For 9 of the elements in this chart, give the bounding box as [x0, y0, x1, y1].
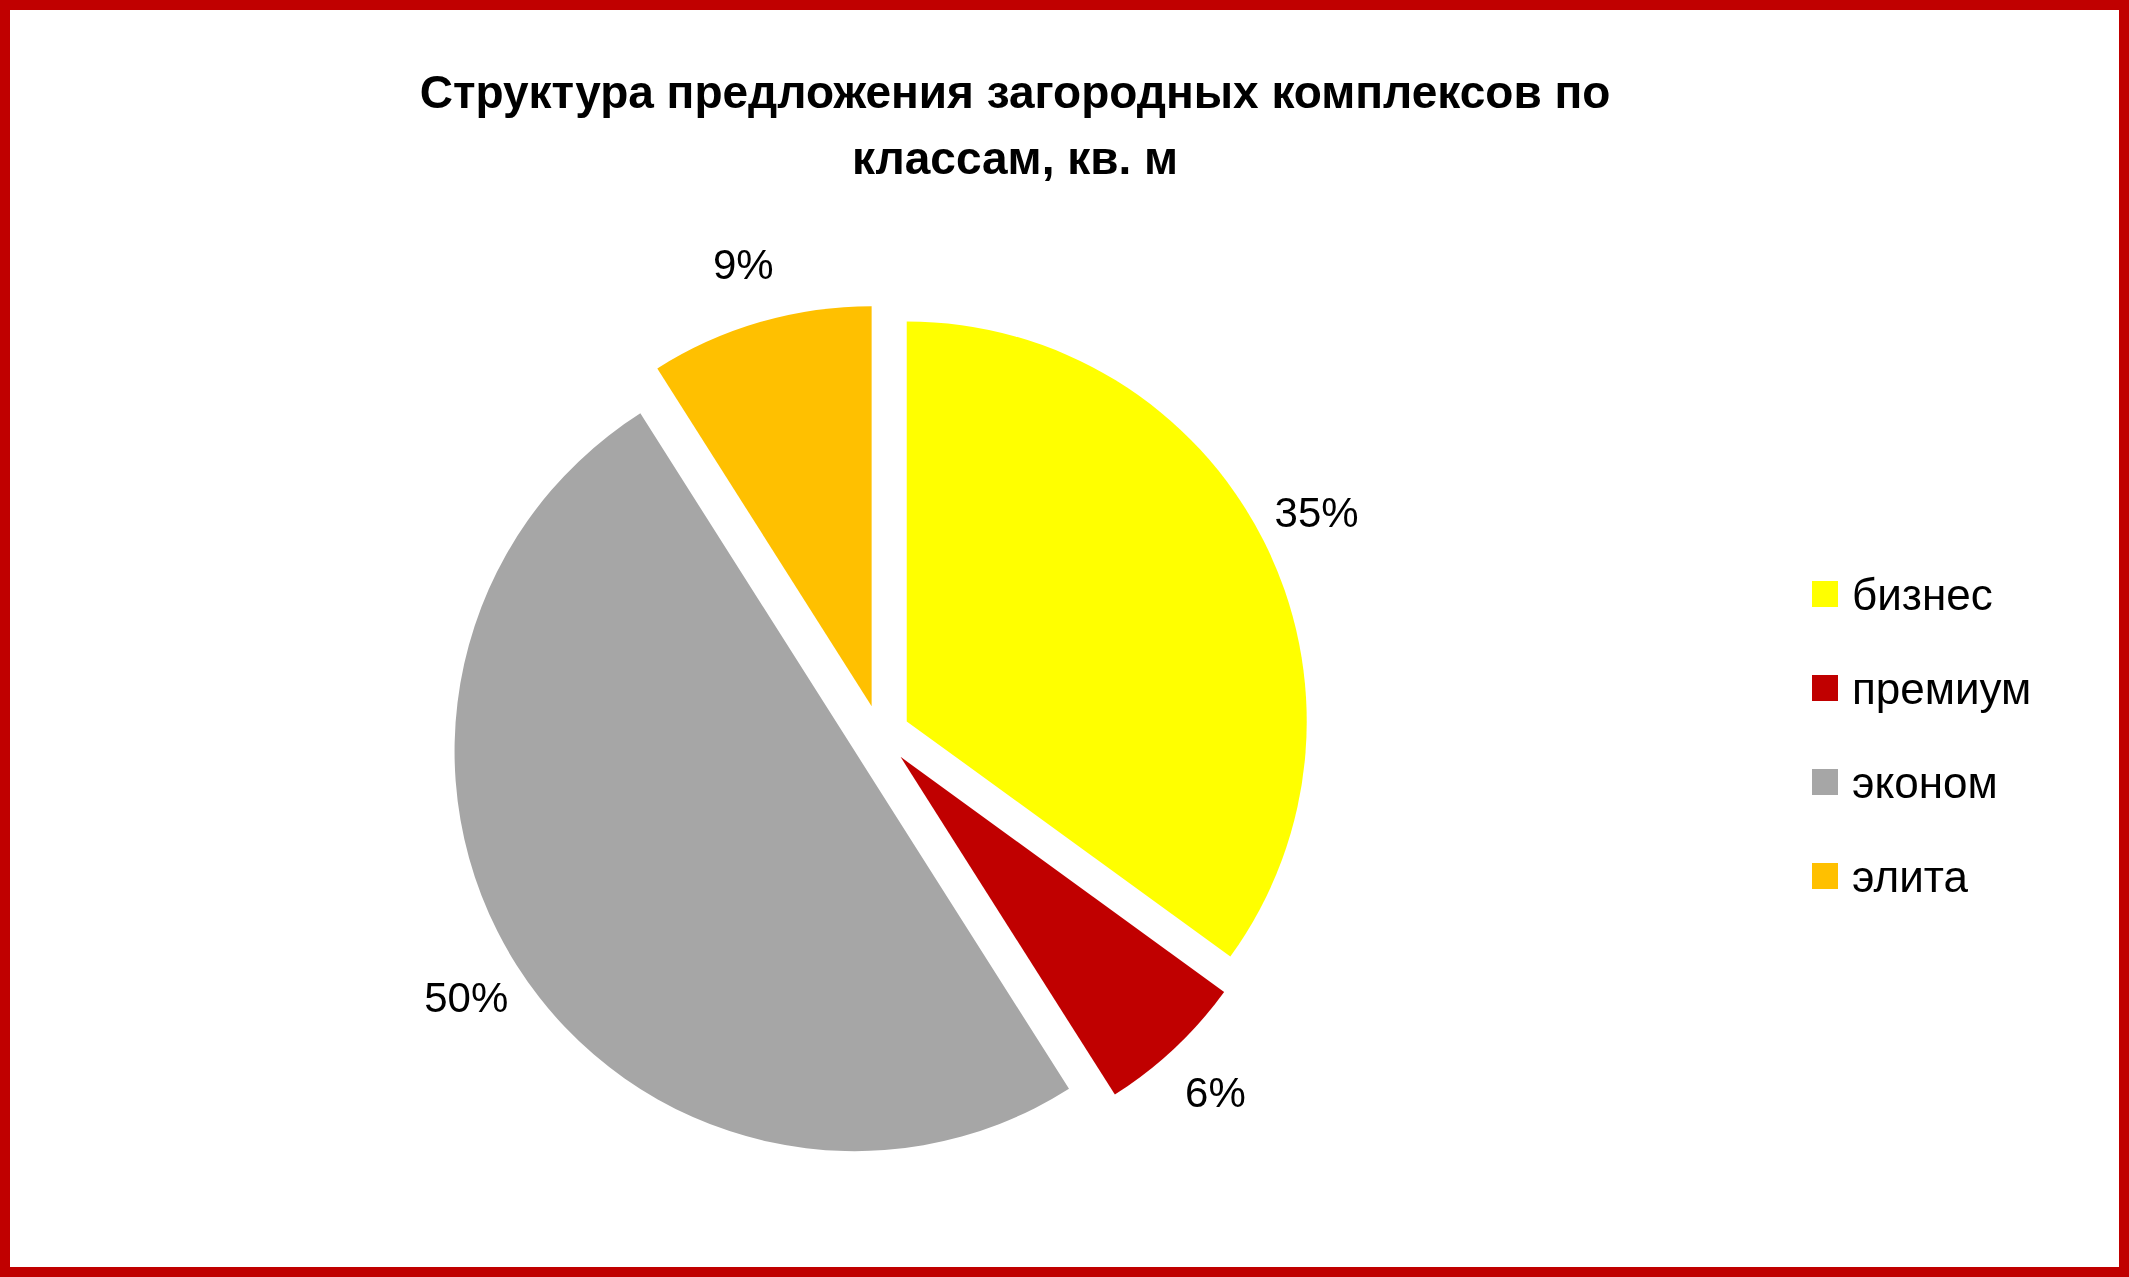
data-label: 9%	[712, 240, 774, 288]
legend-label: эконом	[1852, 757, 1998, 807]
legend-label: бизнес	[1852, 569, 1993, 619]
data-label: 6%	[1185, 1068, 1246, 1116]
legend-label: премиум	[1852, 663, 2032, 713]
data-label: 50%	[424, 974, 509, 1022]
chart-title: Структура предложения загородных комплексов по классам, кв. м	[419, 66, 1611, 184]
data-label: 35%	[1274, 489, 1359, 537]
legend-label: элита	[1852, 851, 1969, 901]
